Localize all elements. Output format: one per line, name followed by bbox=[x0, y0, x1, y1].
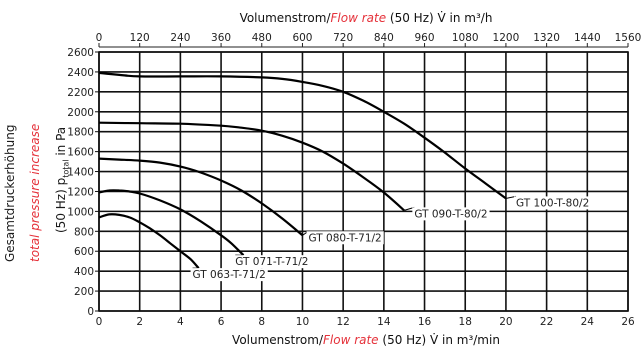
curve-gt-100-t-80-2 bbox=[98, 71, 507, 200]
y-tick-label: 1200 bbox=[67, 186, 94, 198]
top-tick-label: 120 bbox=[130, 32, 150, 44]
x-tick-label: 26 bbox=[621, 316, 635, 328]
top-tick-label: 1200 bbox=[493, 32, 520, 44]
curve-label-bg bbox=[306, 231, 384, 245]
y-tick-label: 1600 bbox=[67, 147, 94, 159]
y-tick-label: 400 bbox=[74, 266, 94, 278]
y-tick-label: 600 bbox=[74, 246, 94, 258]
top-tick-label: 1080 bbox=[452, 32, 479, 44]
curve-gt-080-t-71-2 bbox=[98, 157, 304, 237]
x-tick-label: 16 bbox=[418, 316, 432, 328]
x-tick-label: 4 bbox=[177, 316, 184, 328]
performance-curves bbox=[98, 71, 507, 269]
y-tick-label: 0 bbox=[87, 306, 94, 318]
y-tick-label: 2600 bbox=[67, 47, 94, 59]
x-tick-label: 10 bbox=[296, 316, 309, 328]
x-tick-label: 24 bbox=[581, 316, 595, 328]
curve-label: GT 090-T-80/2 bbox=[414, 208, 487, 220]
curve-gt-090-t-80-2 bbox=[98, 121, 405, 212]
x-tick-label: 20 bbox=[499, 316, 512, 328]
curve-label: GT 100-T-80/2 bbox=[516, 197, 589, 209]
x-tick-label: 14 bbox=[377, 316, 391, 328]
curve-label-bg bbox=[233, 255, 311, 269]
curve-label: GT 063-T-71/2 bbox=[193, 269, 266, 281]
y-tick-label: 2000 bbox=[67, 107, 94, 119]
top-tick-label: 480 bbox=[252, 32, 272, 44]
x-tick-label: 2 bbox=[136, 316, 143, 328]
curve-label-bg bbox=[412, 207, 490, 221]
x-tick-label: 18 bbox=[459, 316, 472, 328]
tick-labels: 0 120 240 360 480 600 720 840 960 1080 1200 1320 144… bbox=[67, 32, 641, 328]
top-tick-label: 960 bbox=[415, 32, 435, 44]
top-tick-label: 1560 bbox=[615, 32, 642, 44]
grid bbox=[95, 43, 629, 312]
x-tick-label: 6 bbox=[218, 316, 225, 328]
y-tick-label: 800 bbox=[74, 226, 94, 238]
x-tick-label: 0 bbox=[96, 316, 103, 328]
plot-frame bbox=[98, 51, 629, 312]
y-tick-label: 1400 bbox=[67, 167, 94, 179]
curve-label-bg bbox=[514, 196, 592, 210]
curve-gt-071-t-71-2 bbox=[98, 189, 245, 256]
curve-gt-063-t-71-2 bbox=[98, 213, 200, 269]
top-tick-label: 360 bbox=[211, 32, 231, 44]
top-tick-label: 240 bbox=[170, 32, 190, 44]
y-tick-label: 2200 bbox=[67, 87, 94, 99]
y-axis-title-line1: Gesamtdruckerhöhung bbox=[3, 124, 17, 262]
y-axis-title-line2: total pressure increase bbox=[28, 123, 42, 262]
y-axis-title-line3: (50 Hz) ptotal in Pa bbox=[54, 126, 71, 233]
y-tick-label: 1000 bbox=[67, 206, 94, 218]
y-tick-label: 200 bbox=[74, 286, 94, 298]
top-tick-label: 840 bbox=[374, 32, 394, 44]
curve-labels: GT 063-T-71/2GT 071-T-71/2GT 080-T-71/2 G… bbox=[190, 195, 592, 282]
x-tick-label: 22 bbox=[540, 316, 553, 328]
x-tick-label: 8 bbox=[258, 316, 265, 328]
top-tick-label: 600 bbox=[292, 32, 312, 44]
top-tick-label: 0 bbox=[96, 32, 103, 44]
curve-label: GT 071-T-71/2 bbox=[235, 256, 308, 268]
curve-label-bg bbox=[190, 268, 268, 282]
top-tick-label: 1320 bbox=[533, 32, 560, 44]
x-axis-title: Volumenstrom/Flow rate (50 Hz) V̇ in m³/… bbox=[232, 333, 500, 347]
x-tick-label: 12 bbox=[336, 316, 349, 328]
top-axis-title: Volumenstrom/Flow rate (50 Hz) V̇ in m³/… bbox=[240, 11, 493, 25]
top-tick-label: 720 bbox=[333, 32, 353, 44]
curve-label: GT 080-T-71/2 bbox=[309, 232, 382, 244]
y-tick-label: 1800 bbox=[67, 127, 94, 139]
top-tick-label: 1440 bbox=[574, 32, 601, 44]
y-tick-label: 2400 bbox=[67, 67, 94, 79]
